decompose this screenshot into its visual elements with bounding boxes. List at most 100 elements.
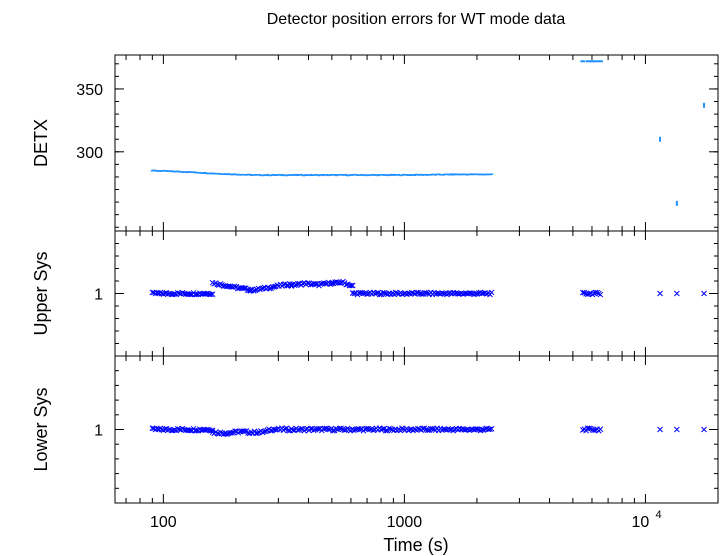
data-point — [383, 427, 389, 434]
data-point — [247, 286, 254, 293]
data-point — [250, 288, 257, 294]
data-point — [179, 289, 186, 296]
data-point — [258, 285, 265, 292]
data-point — [307, 425, 314, 432]
data-point — [341, 427, 348, 433]
data-point — [392, 289, 399, 296]
panel-lower-y-tick-label: 1 — [94, 423, 103, 440]
data-point — [674, 426, 680, 433]
data-point — [229, 430, 235, 436]
panel-detx-y-axis-label: DETX — [31, 119, 51, 167]
data-point — [657, 290, 663, 297]
data-point — [424, 290, 431, 297]
data-point — [472, 290, 479, 297]
data-point — [315, 425, 322, 432]
data-point — [429, 425, 436, 432]
data-point — [193, 427, 200, 434]
data-point — [487, 426, 493, 433]
data-point — [378, 426, 384, 433]
data-point — [224, 431, 230, 437]
panel-detx-frame — [114, 54, 719, 232]
data-point — [209, 291, 216, 298]
data-point — [440, 426, 447, 433]
data-point — [418, 291, 425, 297]
data-point — [312, 426, 319, 433]
data-point — [241, 285, 248, 292]
data-point — [488, 425, 495, 432]
data-point — [267, 427, 274, 434]
data-point — [479, 427, 485, 433]
data-point — [257, 286, 263, 293]
data-point — [336, 280, 343, 286]
data-point — [348, 282, 354, 289]
data-point — [171, 427, 178, 433]
data-point — [246, 287, 252, 294]
data-point — [266, 285, 273, 292]
data-point — [298, 425, 304, 432]
data-point — [357, 426, 364, 433]
data-point — [149, 425, 156, 432]
data-point — [405, 427, 412, 434]
panel-lower-series — [149, 425, 707, 437]
data-point — [162, 290, 168, 296]
x-tick-label-exponent: 4 — [655, 509, 661, 521]
data-point — [580, 289, 586, 296]
data-point — [373, 290, 380, 296]
data-point — [350, 427, 357, 434]
data-point — [193, 291, 200, 298]
data-point — [419, 425, 426, 432]
panel-upper-y-axis-label: Upper Sys — [31, 251, 51, 335]
data-point — [288, 281, 295, 288]
data-point — [290, 427, 296, 433]
x-axis: 100 1000 10 4 — [150, 509, 662, 531]
panel-detx-y-tick-label: 350 — [76, 82, 103, 99]
data-point — [488, 289, 495, 296]
x-axis-label: Time (s) — [383, 535, 448, 555]
data-point — [467, 290, 474, 296]
data-point — [386, 425, 392, 432]
data-point — [283, 282, 290, 289]
data-point — [214, 430, 221, 437]
panel-detx: DETX 300 350 — [31, 54, 719, 232]
data-point — [187, 291, 194, 298]
data-point — [387, 426, 394, 432]
panel-upper-series — [149, 278, 707, 298]
data-point — [447, 426, 453, 433]
data-point — [232, 428, 238, 434]
data-point — [399, 291, 406, 298]
data-point — [363, 425, 370, 432]
data-point — [674, 290, 680, 297]
data-point — [149, 289, 156, 296]
data-point — [323, 425, 330, 432]
data-point — [272, 426, 279, 433]
data-point — [408, 289, 415, 296]
data-point — [424, 427, 431, 433]
chart-title: Detector position errors for WT mode dat… — [267, 11, 566, 28]
data-point — [380, 289, 386, 296]
data-point — [174, 425, 181, 432]
data-point — [295, 280, 301, 287]
panels-group: DETX 300 350 Upper Sys 1 Lower Sys 1 — [31, 54, 719, 504]
data-point — [204, 290, 211, 297]
data-point — [381, 290, 388, 296]
data-point — [291, 282, 298, 289]
data-point — [413, 289, 420, 296]
x-tick-label: 10 — [632, 514, 650, 531]
data-point — [597, 426, 604, 433]
data-point — [459, 291, 466, 297]
data-point — [209, 427, 216, 434]
data-point — [162, 426, 168, 432]
data-point — [701, 290, 707, 297]
data-point — [591, 427, 597, 434]
panel-detx-y-tick-label: 300 — [76, 145, 103, 162]
data-point — [597, 291, 604, 298]
data-point — [217, 429, 224, 436]
data-point — [294, 427, 301, 433]
data-point — [586, 425, 593, 432]
panel-upper-y-tick-label: 1 — [94, 287, 103, 304]
data-point — [317, 281, 324, 287]
data-point — [657, 426, 663, 433]
data-point — [328, 280, 335, 287]
data-point — [584, 291, 591, 298]
